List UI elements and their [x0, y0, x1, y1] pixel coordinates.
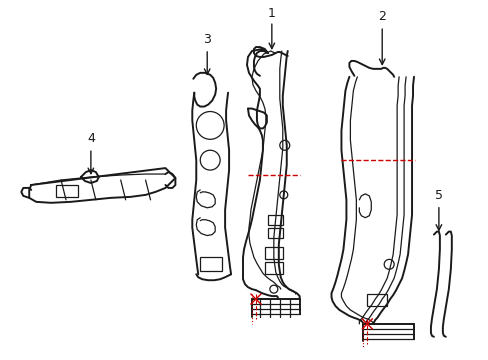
Text: 2: 2 [378, 10, 386, 23]
Text: 4: 4 [87, 132, 95, 145]
Bar [56, 185, 78, 197]
Bar [366, 294, 386, 306]
Text: 3: 3 [203, 33, 211, 46]
Text: 1: 1 [267, 7, 275, 20]
Bar [200, 257, 222, 271]
Bar [264, 247, 282, 260]
Text: 5: 5 [434, 189, 442, 202]
Bar [264, 262, 282, 274]
Bar [267, 215, 282, 225]
Bar [267, 228, 282, 238]
